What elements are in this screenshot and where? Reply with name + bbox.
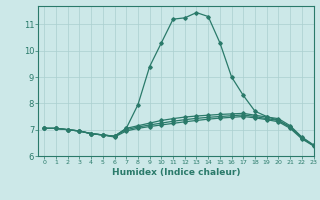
X-axis label: Humidex (Indice chaleur): Humidex (Indice chaleur) <box>112 168 240 177</box>
